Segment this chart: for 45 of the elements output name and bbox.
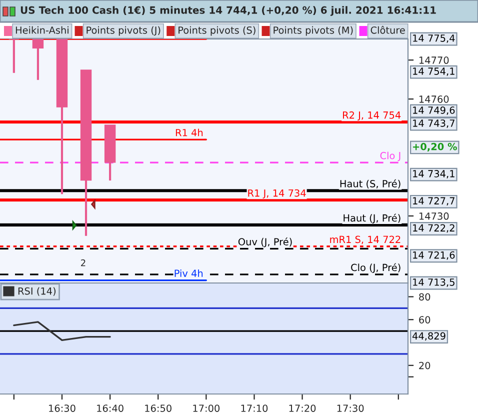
ref-line-label: Haut (J, Pré) (344, 214, 400, 224)
y-tick-label: 80 (419, 293, 430, 301)
x-tick-label: 17:00 (193, 404, 220, 412)
ref-line-label: Clo J (380, 152, 400, 162)
x-tick-label: 16:50 (145, 404, 172, 412)
y-tick-label: 60 (419, 316, 430, 324)
series-label: Piv 4h (174, 269, 203, 277)
text: 14 743,7 (413, 119, 454, 128)
text: 44,829 (412, 332, 446, 341)
y-tick-label: 14730 (419, 212, 449, 220)
ref-line-label: mR1 S, 14 722 (330, 236, 400, 244)
x-tick-label: 17:20 (289, 404, 316, 412)
ref-line-label: Clo (J, Pré) (351, 263, 400, 273)
text: 14 722,2 (413, 224, 454, 233)
x-tick-label: 17:10 (241, 404, 268, 412)
text: 14 713,5 (413, 278, 454, 287)
candlestick (8, 39, 20, 74)
ref-line-label: R2 J, 14 754 (343, 111, 401, 121)
text: 14 775,4 (413, 34, 455, 43)
text: +0,20 % (413, 142, 457, 152)
ref-line-label: Haut (S, Pré) (340, 179, 400, 188)
line-series (13, 321, 111, 342)
text: 14 727,7 (413, 197, 454, 206)
text: Points pivots (M) (274, 26, 353, 36)
y-tick-label: 20 (419, 362, 430, 370)
x-tick-label: 17:30 (337, 404, 364, 412)
series-label: R1 4h (176, 128, 203, 136)
legend-label: RSI (14) (18, 287, 56, 296)
x-tick-label: 16:40 (97, 404, 124, 412)
text: Clôture (370, 26, 405, 34)
text: 14 734,1 (413, 170, 454, 178)
y-tick-label: 14770 (419, 56, 449, 64)
text: 14 749,6 (413, 106, 455, 115)
text: 14 754,1 (413, 68, 454, 76)
x-tick-label: 16:30 (49, 404, 76, 412)
text: Points pivots (S) (178, 26, 256, 36)
candlestick (32, 39, 44, 81)
ref-line-label: R1 J, 14 734 (248, 189, 306, 199)
text: Points pivots (J) (86, 26, 160, 36)
annotation: 2 (81, 259, 86, 266)
y-tick-label: 14760 (419, 96, 449, 103)
text: 14 721,6 (413, 251, 455, 260)
text: Heikin-Ashi (16, 26, 68, 34)
ref-line-label: Ouv (J, Pré) (238, 238, 292, 248)
chart-title: US Tech 100 Cash (1€) 5 minutes 14 744,1 (+0,20 %) 6 juil. 2021 16:41:11 (20, 6, 436, 16)
